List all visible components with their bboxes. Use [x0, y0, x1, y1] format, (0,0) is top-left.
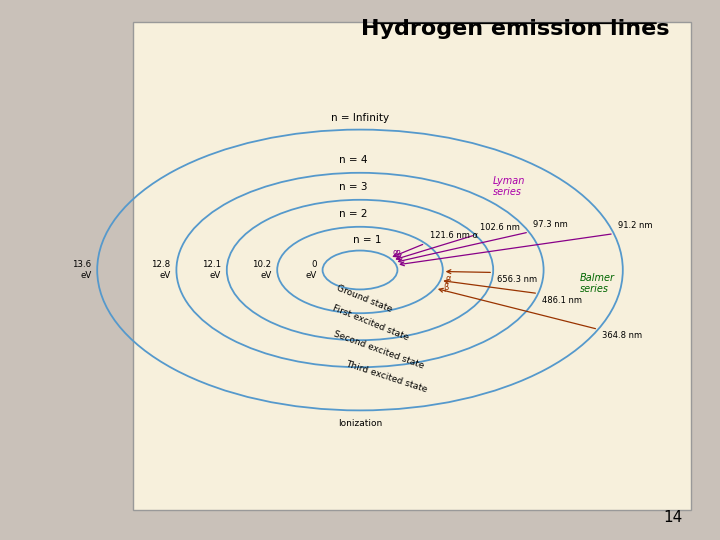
Text: α: α [446, 274, 451, 282]
Text: n = 2: n = 2 [338, 208, 367, 219]
Text: Lyman
series: Lyman series [493, 176, 526, 197]
FancyBboxPatch shape [133, 22, 691, 510]
Text: β: β [395, 250, 400, 259]
Text: γ: γ [397, 252, 402, 261]
Text: Third excited state: Third excited state [344, 360, 428, 394]
Text: 91.2 nm: 91.2 nm [618, 221, 652, 231]
Text: 14: 14 [664, 510, 683, 525]
Text: 656.3 nm: 656.3 nm [498, 275, 538, 284]
Text: n = 4: n = 4 [338, 154, 367, 165]
Text: n = 3: n = 3 [338, 181, 367, 192]
Text: 10.2
eV: 10.2 eV [252, 260, 271, 280]
Text: n = 1: n = 1 [353, 235, 382, 245]
Text: Ground state: Ground state [335, 284, 393, 314]
Text: Balmer
series: Balmer series [580, 273, 615, 294]
Text: β: β [444, 282, 449, 292]
Text: α: α [392, 248, 398, 257]
Text: 121.6 nm α: 121.6 nm α [430, 231, 477, 240]
Text: First excited state: First excited state [331, 303, 410, 342]
Text: 0
eV: 0 eV [305, 260, 317, 280]
Text: Hydrogen emission lines: Hydrogen emission lines [361, 19, 669, 39]
Text: 13.6
eV: 13.6 eV [72, 260, 91, 280]
Text: 97.3 nm: 97.3 nm [534, 220, 568, 229]
Text: Second excited state: Second excited state [332, 329, 425, 370]
Text: Ionization: Ionization [338, 418, 382, 428]
Text: 12.8
eV: 12.8 eV [151, 260, 171, 280]
Text: 102.6 nm: 102.6 nm [480, 222, 520, 232]
Text: 486.1 nm: 486.1 nm [542, 296, 582, 305]
Text: 364.8 nm: 364.8 nm [603, 332, 643, 341]
Text: 12.1
eV: 12.1 eV [202, 260, 221, 280]
Text: n = Infinity: n = Infinity [331, 113, 389, 123]
